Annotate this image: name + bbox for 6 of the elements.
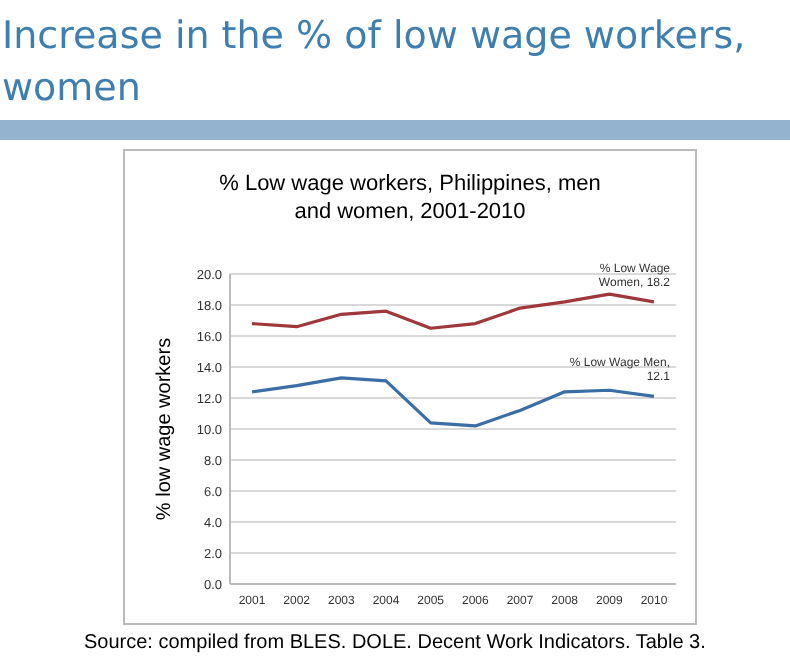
line-series	[250, 292, 656, 330]
chart-subtitle: % Low wage workers, Philippines, men and women, 2001-2010	[219, 172, 601, 224]
chart-title: Increase in the % of low wage workers, women	[2, 14, 746, 110]
source-note: Source: compiled from BLES. DOLE. Decent Work Indicators. Table 3.	[84, 632, 706, 654]
line-series	[250, 376, 656, 428]
y-axis-title: % low wage workers	[154, 337, 176, 521]
